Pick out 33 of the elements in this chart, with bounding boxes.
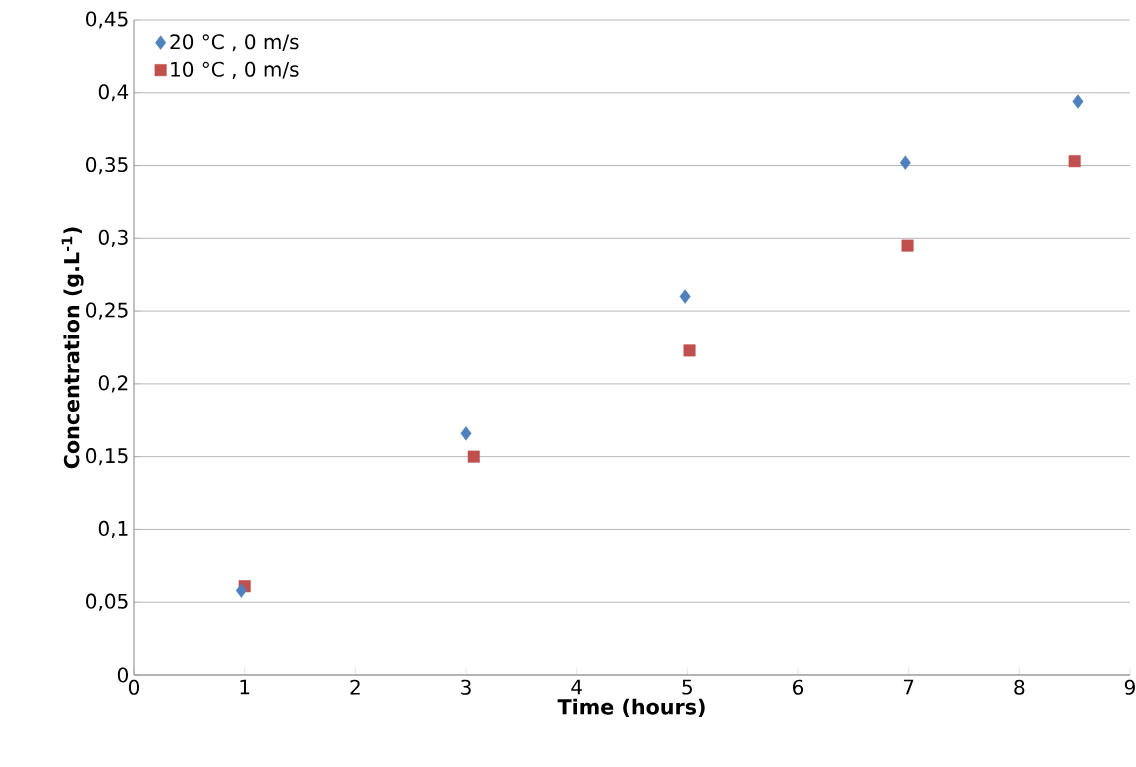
y-tick-label: 0,1	[98, 520, 128, 539]
legend-label: 20 °C , 0 m/s	[170, 34, 299, 52]
point	[460, 426, 472, 441]
x-tick-label: 9	[1124, 679, 1135, 695]
point	[467, 450, 480, 463]
y-tick-label: 0,2	[98, 375, 128, 393]
x-tick-label: 8	[1014, 679, 1025, 695]
x-tick-label: 4	[571, 679, 582, 695]
y-tick-label: 0,35	[86, 156, 128, 175]
point	[235, 583, 247, 598]
x-tick-label: 5	[682, 679, 692, 695]
point	[901, 239, 914, 252]
x-tick-label: 7	[903, 679, 914, 695]
point	[899, 155, 911, 170]
x-tick-label: 0	[128, 679, 140, 695]
y-tick-label: 0,3	[98, 229, 128, 247]
y-tick-label: 0,45	[86, 11, 128, 29]
y-tick-label: 0,15	[86, 448, 128, 466]
point	[1068, 155, 1081, 168]
y-tick-label: 0	[117, 667, 128, 683]
y-tick-label: 0,25	[86, 302, 128, 320]
y-tick-label: 0,4	[98, 84, 129, 102]
x-tick-label: 3	[461, 679, 471, 695]
x-tick-label: 2	[350, 679, 360, 695]
point	[683, 344, 696, 357]
point	[679, 289, 691, 304]
y-tick-label: 0,05	[86, 593, 128, 611]
x-tick-label: 1	[240, 679, 250, 695]
y-axis-title: Concentration (g.L$^{-1}$)	[61, 227, 84, 469]
point	[1072, 94, 1084, 109]
legend-label: 10 °C , 0 m/s	[171, 61, 299, 79]
x-tick-label: 6	[793, 679, 804, 695]
x-axis-title: Time (hours)	[557, 698, 705, 718]
